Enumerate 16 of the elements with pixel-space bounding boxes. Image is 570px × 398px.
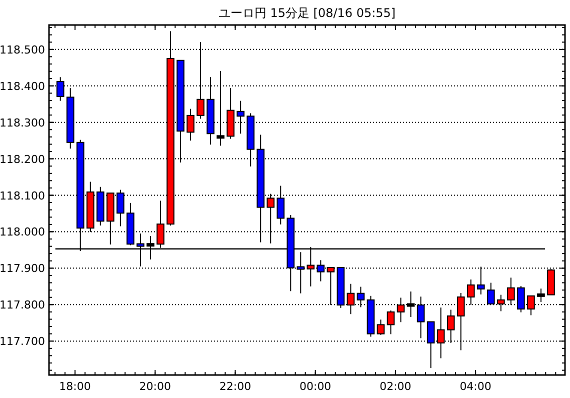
- x-tick-label: 00:00: [299, 380, 332, 393]
- y-tick-label: 118.000: [0, 226, 45, 239]
- y-tick-label: 117.700: [0, 335, 45, 348]
- y-tick-label: 117.800: [0, 298, 45, 312]
- chart-title: ユーロ円 15分足 [08/16 05:55]: [218, 6, 396, 20]
- y-tick-label: 118.400: [0, 80, 45, 93]
- x-tick-label: 02:00: [380, 380, 412, 393]
- x-tick-label: 20:00: [139, 380, 171, 393]
- x-tick-label: 22:00: [219, 380, 252, 393]
- y-tick-label: 118.100: [0, 189, 45, 202]
- y-tick-label: 117.900: [0, 262, 45, 276]
- x-tick-label: 04:00: [460, 380, 492, 393]
- y-tick-label: 118.200: [0, 152, 45, 166]
- x-tick-label: 18:00: [59, 380, 91, 393]
- y-tick-label: 118.500: [0, 43, 45, 56]
- y-tick-label: 118.300: [0, 116, 45, 130]
